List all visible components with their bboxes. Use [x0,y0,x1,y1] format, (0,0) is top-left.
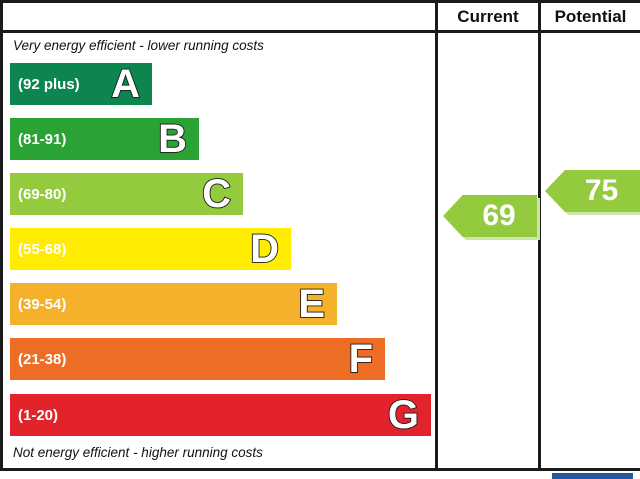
band-a-letter: A [110,62,141,106]
current-rating-value: 69 [482,199,516,232]
potential-rating-arrow-wrap: 75 [545,170,640,212]
band-d-letter: D [249,227,280,271]
band-g-bar: (1-20) G [10,393,431,437]
potential-column-divider [538,0,541,471]
chart-bottom-border [0,468,640,471]
current-rating-arrow: 69 [443,195,537,237]
potential-column-header: Potential [554,6,627,26]
band-a-bar: (92 plus) A [10,62,152,106]
band-e-range: (39-54) [18,295,67,313]
band-g-range: (1-20) [18,406,59,424]
band-e-letter: E [297,282,325,326]
band-f-range: (21-38) [18,350,67,368]
band-c-bar: (69-80) C [10,172,243,216]
chart-top-border [0,0,640,3]
band-c-letter: C [201,172,232,216]
potential-rating-value: 75 [584,174,619,207]
current-column-divider [435,0,438,471]
band-b-letter: B [157,117,188,161]
band-d-range: (55-68) [18,240,67,258]
band-d-bar: (55-68) D [10,227,291,271]
potential-rating-arrow: 75 [545,170,640,212]
band-c-range: (69-80) [18,185,67,203]
top-note: Very energy efficient - lower running co… [13,38,264,53]
band-f-bar: (21-38) F [10,337,385,381]
current-rating-arrow-wrap: 69 [443,195,537,237]
eu-directive-box-edge [552,473,633,479]
header-divider [0,30,640,33]
band-a-range: (92 plus) [18,75,80,93]
chart-left-border [0,0,3,471]
band-b-range: (81-91) [18,130,67,148]
bottom-note: Not energy efficient - higher running co… [13,445,263,460]
band-e-bar: (39-54) E [10,282,337,326]
band-b-bar: (81-91) B [10,117,199,161]
current-column-header: Current [457,6,519,26]
band-g-letter: G [387,393,420,437]
band-f-letter: F [348,337,374,381]
